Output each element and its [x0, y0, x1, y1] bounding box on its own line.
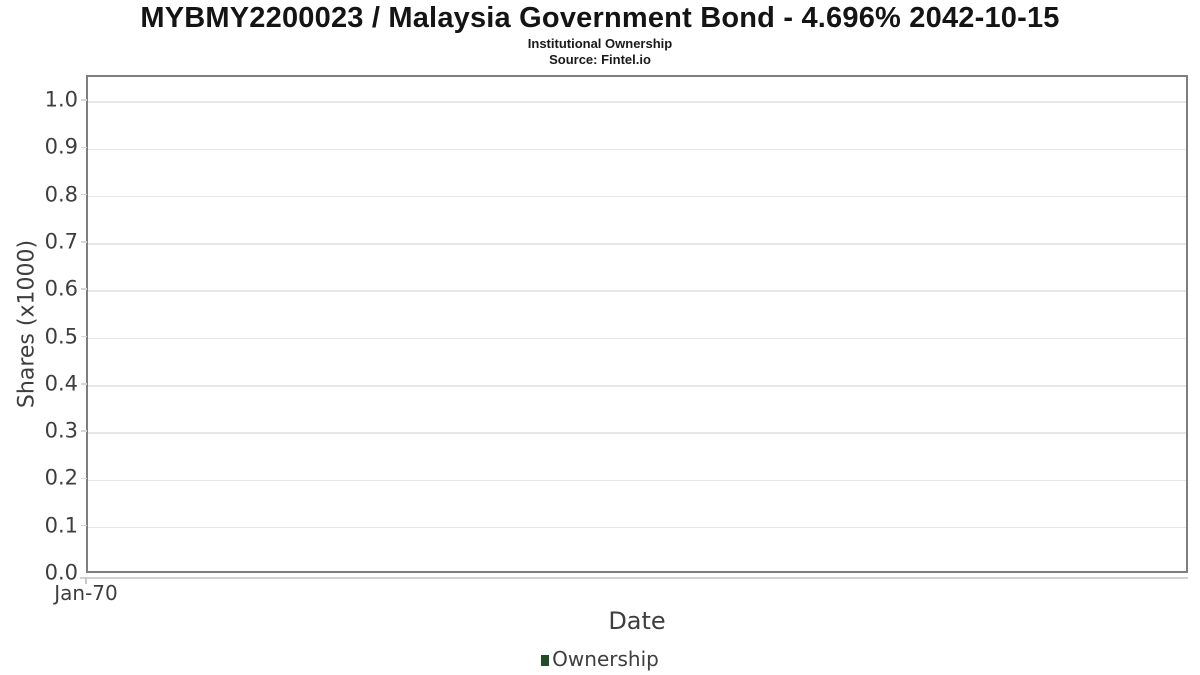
x-tick-label: Jan-70 — [54, 581, 118, 605]
gridline — [88, 432, 1186, 434]
gridline — [88, 195, 1186, 198]
y-tick-label: 0.9 — [44, 134, 78, 159]
y-tick-label: 0.7 — [44, 229, 78, 254]
x-axis-line — [80, 577, 1188, 579]
y-tick-label: 0.6 — [44, 276, 78, 301]
y-tick-label: 0.5 — [44, 324, 78, 349]
gridline — [88, 479, 1186, 482]
x-tick-mark — [85, 577, 87, 584]
legend-label: Ownership — [552, 647, 659, 671]
gridline — [88, 243, 1186, 245]
gridline — [88, 526, 1186, 529]
y-tick-mark — [81, 288, 87, 290]
legend-swatch — [541, 654, 550, 666]
y-tick-label: 0.0 — [44, 560, 78, 585]
y-tick-label: 0.2 — [44, 465, 78, 490]
chart-subtitle: Institutional Ownership — [527, 36, 673, 51]
y-tick-label: 0.3 — [44, 418, 78, 443]
x-axis-label: Date — [608, 607, 666, 635]
plot-area — [86, 75, 1188, 573]
gridline — [88, 148, 1186, 151]
gridline — [88, 337, 1186, 340]
y-tick-mark — [81, 99, 87, 101]
gridline — [88, 290, 1186, 292]
legend: Ownership — [0, 647, 1200, 671]
y-tick-label: 0.4 — [44, 371, 78, 396]
y-tick-label: 1.0 — [44, 87, 78, 112]
chart-title: MYBMY2200023 / Malaysia Government Bond … — [140, 2, 1060, 34]
y-tick-label: 0.8 — [44, 182, 78, 207]
gridline — [88, 101, 1186, 103]
chart-source: Source: Fintel.io — [549, 52, 651, 67]
y-tick-mark — [81, 430, 87, 432]
y-tick-label: 0.1 — [44, 513, 78, 538]
y-tick-mark — [81, 193, 87, 196]
y-tick-mark — [81, 241, 87, 243]
y-tick-mark — [81, 383, 87, 385]
y-tick-mark — [81, 524, 87, 527]
y-tick-mark — [81, 477, 87, 480]
y-tick-mark — [81, 146, 87, 149]
gridline — [88, 385, 1186, 387]
y-tick-mark — [81, 335, 87, 338]
